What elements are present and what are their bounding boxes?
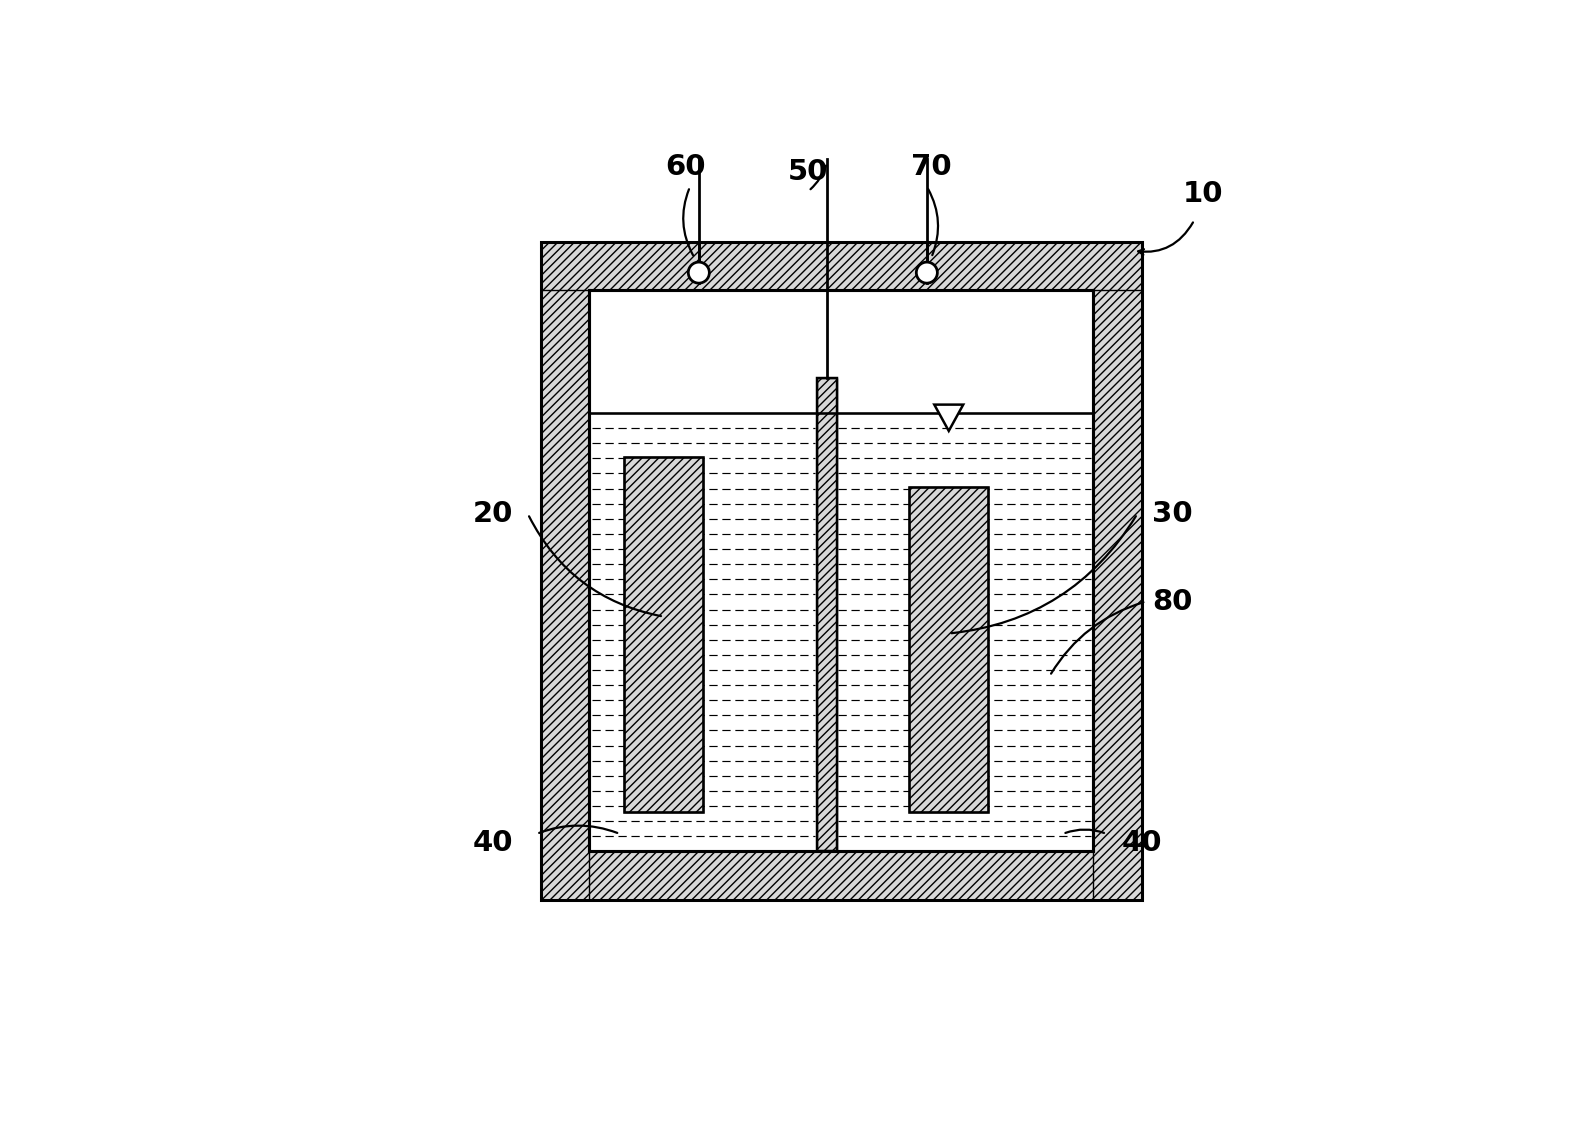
Text: 20: 20	[473, 500, 512, 527]
Bar	[541, 241, 588, 900]
Text: 60: 60	[666, 154, 706, 181]
Bar	[541, 241, 1142, 290]
Bar	[625, 457, 703, 812]
Bar	[541, 852, 1142, 900]
Bar	[1093, 241, 1142, 900]
Bar	[588, 290, 1093, 413]
Bar	[909, 487, 988, 812]
Bar	[817, 378, 836, 852]
Text: 40: 40	[1121, 829, 1163, 857]
Bar	[588, 290, 1093, 852]
Bar	[588, 290, 1093, 852]
Text: 70: 70	[910, 154, 952, 181]
Bar	[817, 378, 836, 852]
Bar	[909, 487, 988, 812]
Bar	[541, 241, 1142, 900]
Text: 50: 50	[788, 158, 828, 186]
Text: 80: 80	[1151, 588, 1193, 615]
Circle shape	[917, 262, 937, 284]
Text: 30: 30	[1151, 500, 1193, 527]
Text: 40: 40	[473, 829, 512, 857]
Text: 10: 10	[1183, 180, 1223, 207]
Polygon shape	[934, 404, 963, 431]
Bar	[625, 457, 703, 812]
Circle shape	[688, 262, 709, 284]
